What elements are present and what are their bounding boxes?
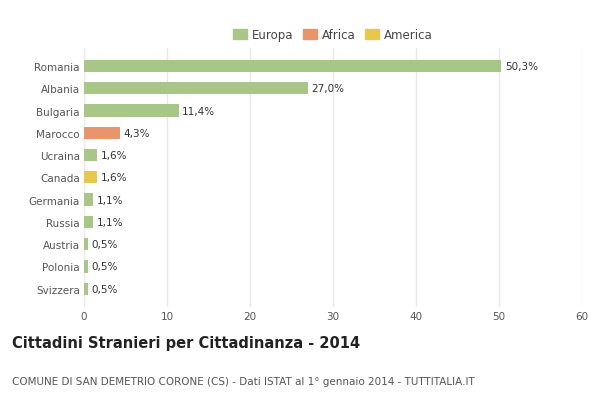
Bar — [84, 216, 93, 229]
Bar — [84, 194, 93, 206]
Text: COMUNE DI SAN DEMETRIO CORONE (CS) - Dati ISTAT al 1° gennaio 2014 - TUTTITALIA.: COMUNE DI SAN DEMETRIO CORONE (CS) - Dat… — [12, 376, 475, 386]
Text: 1,6%: 1,6% — [101, 151, 127, 161]
Text: 4,3%: 4,3% — [123, 128, 149, 139]
Text: 1,1%: 1,1% — [97, 195, 123, 205]
Bar — [84, 238, 88, 251]
Legend: Europa, Africa, America: Europa, Africa, America — [229, 24, 437, 47]
Text: 0,5%: 0,5% — [91, 240, 118, 249]
Text: 1,1%: 1,1% — [97, 217, 123, 227]
Text: 50,3%: 50,3% — [505, 62, 538, 72]
Text: 27,0%: 27,0% — [311, 84, 344, 94]
Text: 0,5%: 0,5% — [91, 262, 118, 272]
Bar — [84, 261, 88, 273]
Bar — [84, 172, 97, 184]
Bar — [84, 83, 308, 95]
Bar — [84, 127, 119, 139]
Text: 0,5%: 0,5% — [91, 284, 118, 294]
Bar — [84, 150, 97, 162]
Bar — [84, 283, 88, 295]
Text: Cittadini Stranieri per Cittadinanza - 2014: Cittadini Stranieri per Cittadinanza - 2… — [12, 335, 360, 351]
Bar — [84, 61, 502, 73]
Text: 11,4%: 11,4% — [182, 106, 215, 116]
Bar — [84, 105, 179, 117]
Text: 1,6%: 1,6% — [101, 173, 127, 183]
